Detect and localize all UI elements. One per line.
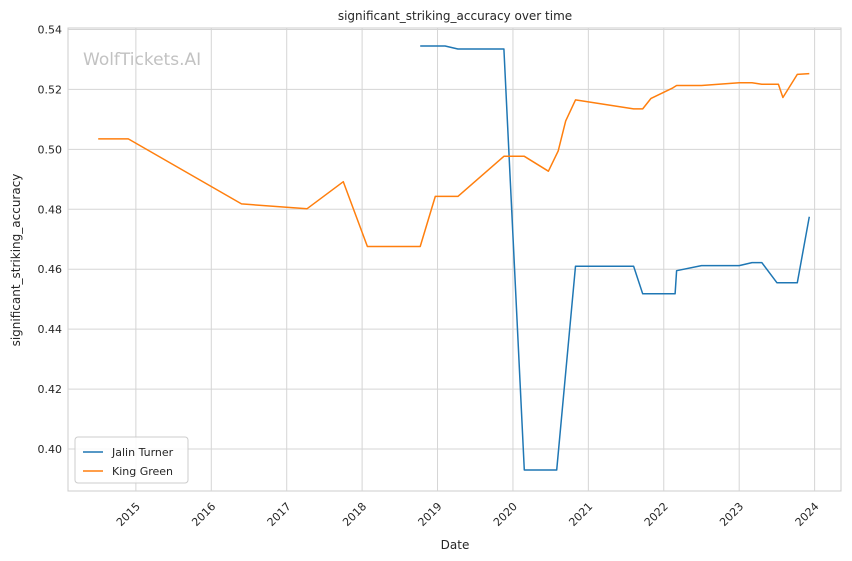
x-tick-label: 2023 (717, 500, 746, 529)
x-axis-label: Date (441, 538, 470, 552)
chart-title: significant_striking_accuracy over time (338, 9, 572, 23)
series-line-0 (420, 45, 811, 471)
legend-entry: King Green (112, 465, 173, 478)
series-line-1 (98, 72, 810, 248)
x-axis-ticks: 2015 2016 2017 2018 2019 2020 2021 2022 2023 2024 (114, 500, 822, 529)
plot-area (67, 27, 842, 492)
x-tick-label: 2021 (566, 500, 595, 529)
y-tick-label: 0.54 (38, 23, 63, 36)
x-tick-label: 2020 (491, 500, 520, 529)
x-tick-label: 2019 (416, 500, 445, 529)
x-tick-label: 2018 (340, 500, 369, 529)
legend-box (74, 436, 189, 484)
x-tick-label: 2017 (265, 500, 294, 529)
x-tick-label: 2022 (642, 500, 671, 529)
watermark-text: WolfTickets.AI (83, 50, 201, 70)
y-tick-label: 0.44 (38, 323, 63, 336)
x-tick-label: 2016 (189, 500, 218, 529)
x-tick-label: 2024 (793, 500, 822, 529)
y-axis-ticks: 0.40 0.42 0.44 0.46 0.48 0.50 0.52 0.54 (38, 23, 63, 456)
y-tick-label: 0.48 (38, 203, 63, 216)
y-tick-label: 0.52 (38, 83, 63, 96)
plot-frame (67, 27, 842, 492)
legend: Jalin Turner King Green (74, 436, 189, 484)
y-tick-label: 0.46 (38, 263, 63, 276)
y-axis-label: significant_striking_accuracy (9, 174, 23, 347)
y-tick-label: 0.50 (38, 143, 63, 156)
series-lines (98, 45, 811, 471)
gridlines (68, 28, 841, 491)
y-tick-label: 0.40 (38, 443, 63, 456)
y-tick-label: 0.42 (38, 383, 63, 396)
x-tick-label: 2015 (114, 500, 143, 529)
legend-entry: Jalin Turner (111, 446, 174, 459)
